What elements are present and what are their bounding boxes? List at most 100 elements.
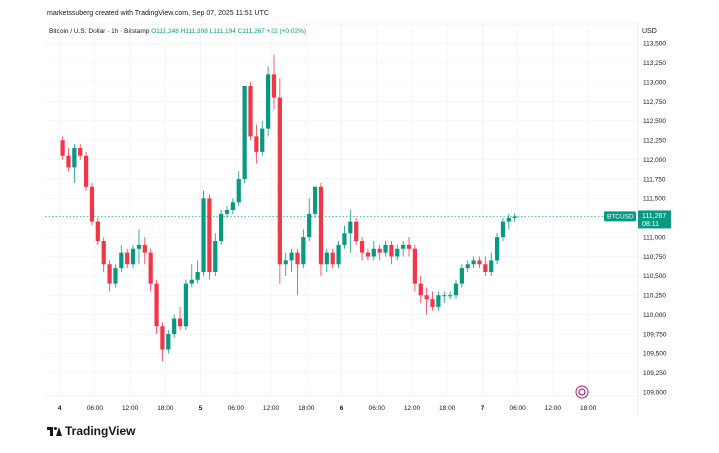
candle-body [383,244,388,253]
candle-body [412,248,418,284]
candle-body [83,155,89,187]
candle-body [377,248,382,253]
candle-body [500,221,506,238]
candle-body [219,213,224,241]
replay-icon[interactable] [575,385,589,399]
candle-body [354,221,359,241]
candle-body [307,213,312,238]
grid-lines [45,24,638,396]
candle-body [312,186,318,214]
candle-body [406,244,412,249]
time-tick-label: 12:00 [122,405,139,412]
candle-body [125,252,130,265]
candle-body [459,268,464,284]
candle-body [78,148,83,156]
candle-body [324,252,329,265]
symbol-tag-bg [604,211,636,222]
candle-body [119,252,124,269]
price-tick-label: 109,750 [643,331,667,338]
price-tick-label: 109,000 [643,389,667,396]
price-tag-bg [638,210,671,229]
price-tick-label: 111,500 [643,196,666,203]
time-tick-label: 18:00 [298,405,315,412]
time-tick-label: 18:00 [157,405,174,412]
time-tick-label: 12:00 [263,405,280,412]
candle-body [442,295,447,297]
tradingview-logo[interactable]: TradingView [47,424,135,438]
candle-body [289,252,294,261]
price-tick-label: 111,750 [643,176,666,183]
time-tick-label: 18:00 [580,405,597,412]
candle-body [342,233,347,245]
time-tick-label: 12:00 [404,405,421,412]
price-tag-value: 111,267 [642,213,666,220]
candle-body [494,237,500,261]
price-tick-label: 113,000 [643,79,666,86]
candle-body [89,186,95,222]
candle-body [254,136,259,152]
price-tag-countdown: 08:11 [642,221,659,228]
candle-body [230,202,235,210]
candle-body [336,244,341,265]
candle-body [183,283,189,327]
time-tick-label: 12:00 [545,405,562,412]
candle-body [236,179,241,203]
candle-body [148,252,153,284]
tradingview-logo-icon [47,426,62,436]
time-tick-label: 6 [340,405,344,412]
candle-body [113,268,118,284]
time-tick-label: 06:00 [509,405,526,412]
candle-body [389,244,394,257]
candle-body [136,244,142,249]
candle-body [66,155,71,168]
price-tick-label: 112,500 [643,118,666,125]
candle-body [248,86,253,137]
candle-body [483,264,488,272]
symbol-title: Bitcoin / U.S. Dollar · 1h · Bitstamp [49,28,150,35]
price-tick-label: 112,750 [643,99,666,106]
symbol-legend: Bitcoin / U.S. Dollar · 1h · Bitstamp O1… [49,28,306,35]
candle-body [424,295,429,300]
candle-body [60,140,65,156]
candle-body [277,97,282,265]
header-credit: marketssuberg created with TradingView.c… [47,10,269,17]
candle-body [348,221,353,234]
symbol-price-tag: BTCUSD 111,267 08:11 [604,210,671,229]
candle-body [207,198,212,272]
price-tick-label: 112,250 [643,138,666,145]
candle-body [142,244,147,253]
candle-body [465,264,470,269]
candle-body [260,128,265,152]
candle-body [436,295,441,307]
candle-body [365,252,371,257]
candle-body [130,248,136,265]
price-tick-label: 111,000 [643,234,666,241]
time-tick-label: 18:00 [439,405,456,412]
candle-body [224,210,230,214]
price-tick-label: 109,500 [643,351,667,358]
candle-body [512,216,517,218]
symbol-tag-label: BTCUSD [607,214,634,221]
price-tick-label: 110,500 [643,273,666,280]
price-tick-label: 112,000 [643,157,666,164]
candle-body [448,295,453,297]
candle-body [506,217,511,222]
time-tick-label: 5 [199,405,203,412]
candle-body [201,198,206,272]
candle-body [154,283,159,327]
candle-body [107,264,112,284]
price-tick-label: 109,250 [643,370,667,377]
candle-body [401,244,406,249]
candle-body [195,272,200,280]
candle-body [72,148,77,168]
candle-body [430,299,435,307]
candle-body [318,186,324,265]
time-axis: 4 06:00 12:00 18:00 5 06:00 12:00 18:00 6 06:00 12… [58,405,597,412]
candle-body [477,260,482,265]
candle-body [453,283,459,296]
candle-body [160,326,165,350]
time-tick-label: 06:00 [87,405,104,412]
candle-body [301,237,306,265]
time-tick-label: 06:00 [228,405,245,412]
